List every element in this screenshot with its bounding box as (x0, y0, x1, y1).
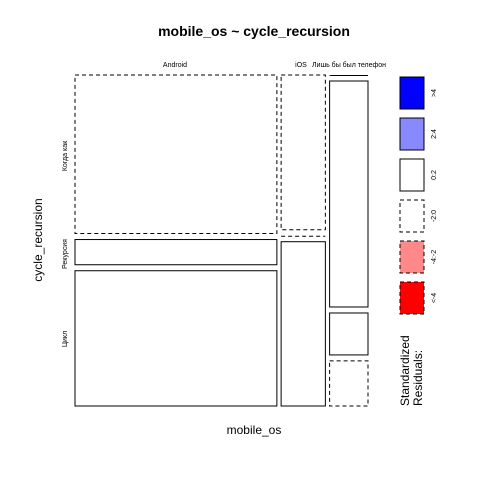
mosaic-tile (280, 241, 326, 407)
row-label-when: Когда как (62, 140, 69, 171)
row-label-loop: Цикл (62, 331, 69, 347)
mosaic-tile (280, 74, 326, 231)
legend-title-line-1: Standardized (398, 335, 412, 406)
y-axis-label: cycle_recursion (31, 198, 45, 281)
mosaic-tile (329, 80, 369, 308)
legend-label: <-4 (431, 293, 438, 303)
residuals-legend: >4 2:4 0:2 -2:0 -4:-2 <-4 (399, 76, 438, 315)
mosaic-tile (74, 270, 278, 407)
legend-swatch (399, 158, 425, 192)
legend-swatch (399, 240, 425, 274)
column-label-ios: iOS (295, 62, 307, 69)
mosaic-tile (74, 74, 278, 235)
mosaic-tile (329, 360, 369, 407)
legend-swatch (399, 199, 425, 233)
legend-title-line-2: Residuals: (411, 350, 425, 406)
legend-swatch (399, 281, 425, 315)
legend-label: -4:-2 (431, 250, 438, 265)
x-axis-label: mobile_os (227, 423, 282, 437)
legend-swatch (399, 76, 425, 110)
mosaic-tiles (74, 74, 369, 407)
legend-label: -2:0 (431, 210, 438, 222)
legend-label: 0:2 (431, 170, 438, 180)
mosaic-tile (74, 239, 278, 266)
chart-title: mobile_os ~ cycle_recursion (158, 23, 350, 39)
legend-swatch (399, 117, 425, 151)
mosaic-tile (329, 312, 369, 356)
row-label-recursion: Рекурсия (62, 239, 69, 269)
legend-label: 2:4 (431, 129, 438, 139)
legend-label: >4 (431, 89, 438, 97)
column-label-phone: Лишь бы был телефон (312, 61, 386, 69)
column-label-android: Android (163, 62, 187, 69)
